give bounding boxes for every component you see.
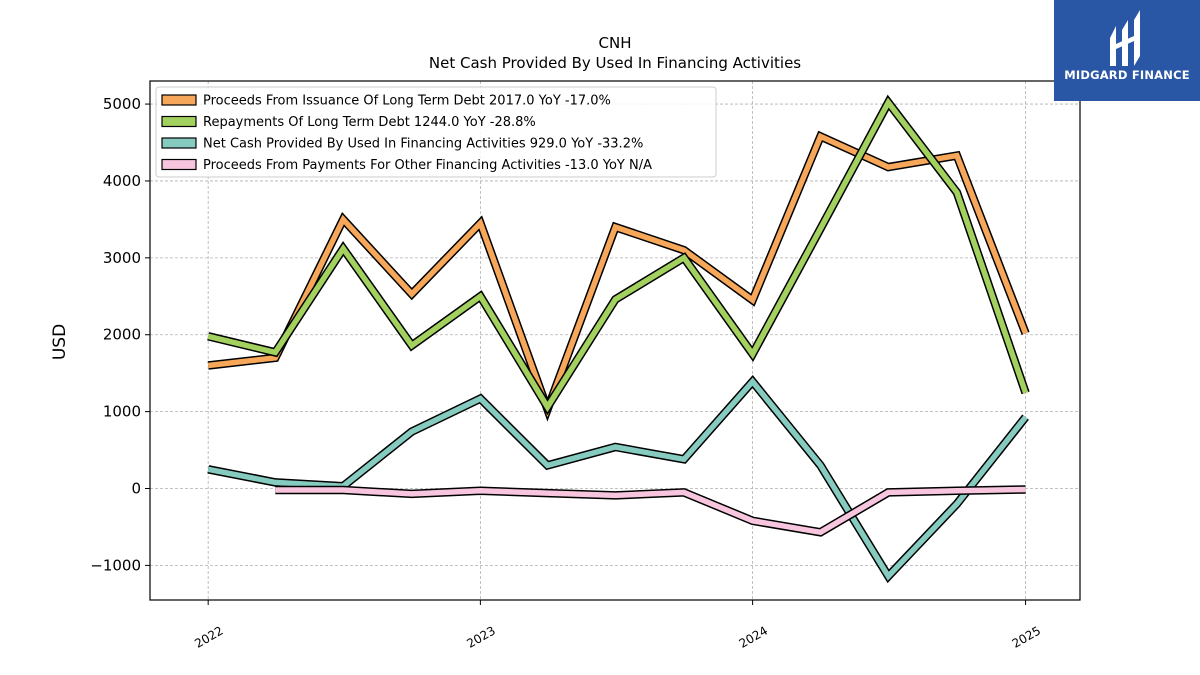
y-tick-label: 1000 — [103, 403, 141, 421]
legend-box — [155, 86, 717, 178]
brand-logo: MIDGARD FINANCE — [1054, 0, 1200, 101]
y-tick-label: 3000 — [103, 249, 141, 267]
x-tick-label: 2024 — [737, 623, 770, 650]
y-tick-label: −1000 — [90, 556, 141, 574]
series-stroke — [207, 97, 1029, 413]
y-tick-label: 2000 — [103, 326, 141, 344]
legend: Proceeds From Issuance Of Long Term Debt… — [155, 86, 717, 178]
series-line-1 — [207, 130, 1030, 422]
legend-swatch — [161, 158, 197, 171]
plot-frame — [149, 80, 1081, 601]
legend-swatch — [161, 137, 197, 149]
brand-name: MIDGARD FINANCE — [1064, 68, 1190, 82]
y-tick-label: 4000 — [103, 172, 141, 190]
y-tick-label: 5000 — [103, 95, 141, 113]
legend-swatch — [161, 115, 197, 128]
x-tick-label: 2025 — [1010, 623, 1043, 650]
chart-subtitle: Net Cash Provided By Used In Financing A… — [429, 54, 801, 72]
series-stroke — [207, 132, 1029, 418]
y-tick-label: 0 — [131, 480, 141, 498]
series-stroke — [207, 377, 1028, 581]
series-line-3 — [207, 375, 1029, 584]
axis-ticks: −1000 0 1000 2000 3000 4000 5000 2022 2023 2024 20… — [90, 95, 1043, 651]
brand-mark-icon — [1110, 10, 1140, 66]
chart-title: CNH — [599, 34, 632, 52]
series-stroke — [275, 486, 1026, 536]
legend-entry: Proceeds From Payments For Other Financi… — [203, 158, 652, 173]
y-axis-label: USD — [50, 324, 70, 360]
legend-entry: Net Cash Provided By Used In Financing A… — [203, 137, 643, 152]
series-line-4 — [275, 485, 1026, 537]
series-outline — [207, 375, 1029, 584]
series-layer — [207, 94, 1030, 584]
x-tick-label: 2023 — [464, 623, 497, 650]
legend-swatch — [161, 94, 197, 106]
series-line-2 — [207, 94, 1030, 416]
legend-entry: Repayments Of Long Term Debt 1244.0 YoY … — [203, 115, 536, 130]
x-tick-label: 2022 — [192, 623, 225, 650]
legend-entry: Proceeds From Issuance Of Long Term Debt… — [203, 94, 611, 109]
